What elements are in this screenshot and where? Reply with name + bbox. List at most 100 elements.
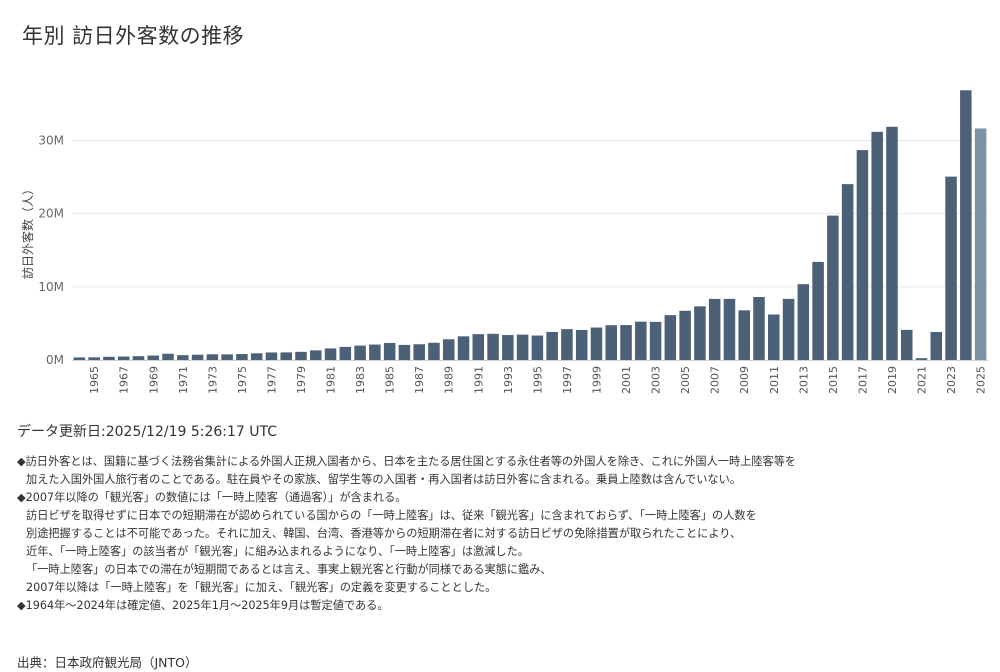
bar-2017 — [856, 150, 869, 360]
bar-1989 — [442, 339, 455, 360]
bar-1966 — [103, 356, 115, 360]
bar-2002 — [635, 321, 647, 360]
bar-1984 — [369, 344, 381, 360]
bar-1993 — [502, 335, 514, 360]
bar-1995 — [531, 335, 544, 360]
bar-2016 — [841, 184, 854, 360]
x-tick-label: 2015 — [827, 366, 840, 394]
bar-1982 — [339, 346, 352, 360]
bar-1967 — [117, 356, 130, 360]
bar-1975 — [236, 354, 248, 360]
note-line: ◆訪日外客とは、国籍に基づく法務省集計による外国人正規入国者から、日本を主たる居… — [17, 455, 797, 468]
x-tick-label: 1991 — [472, 366, 485, 394]
x-tick-label: 1989 — [443, 366, 456, 394]
bars — [73, 90, 987, 360]
bar-chart: 0M 10M 20M 30M 訪日外客数（人） 1965 1967 1969 1971 197… — [20, 90, 988, 394]
bar-2001 — [620, 325, 632, 360]
bar-1985 — [383, 342, 396, 360]
bar-2006 — [694, 306, 706, 360]
note-line: ◆1964年〜2024年は確定値、2025年1月〜2025年9月は暫定値である。 — [17, 599, 389, 612]
x-tick-label: 2019 — [886, 366, 899, 394]
x-tick-label: 2003 — [650, 366, 663, 394]
data-updated-timestamp: データ更新日:2025/12/19 5:26:17 UTC — [17, 424, 278, 440]
bar-1980 — [310, 350, 322, 360]
note-line: 近年、「一時上陸客」の該当者が「観光客」に組み込まれるようになり、「一時上陸客」… — [26, 545, 529, 558]
y-axis-label: 訪日外客数（人） — [20, 183, 35, 279]
x-tick-label: 1967 — [118, 366, 131, 394]
x-tick-label: 1999 — [590, 366, 603, 394]
x-tick-label: 2009 — [738, 366, 751, 394]
y-tick-label: 0M — [46, 353, 64, 367]
bar-2003 — [649, 321, 662, 360]
note-line: 2007年以降は「一時上陸客」を「観光客」に加え、「観光客」の定義を変更すること… — [26, 581, 497, 594]
note-line: 訪日ビザを取得せずに日本での短期滞在が認められている国からの「一時上陸客」は、従… — [26, 509, 757, 522]
x-tick-label: 2001 — [620, 366, 633, 394]
bar-1965 — [88, 357, 100, 360]
bar-1968 — [132, 356, 145, 360]
bar-2010 — [753, 297, 765, 360]
x-tick-label: 2005 — [679, 366, 692, 394]
page-title: 年別 訪日外客数の推移 — [22, 24, 245, 48]
bar-1973 — [206, 354, 219, 360]
bar-2008 — [723, 298, 736, 360]
bar-2021 — [915, 358, 928, 360]
bar-1986 — [398, 344, 411, 360]
y-axis-ticks: 0M 10M 20M 30M — [38, 134, 64, 367]
bar-2009 — [738, 310, 750, 360]
bar-2007 — [708, 298, 721, 360]
y-tick-label: 20M — [38, 207, 64, 221]
bar-1998 — [575, 329, 588, 360]
bar-1983 — [354, 345, 366, 360]
x-tick-label: 1997 — [561, 366, 574, 394]
x-tick-label: 2013 — [797, 366, 810, 394]
bar-2014 — [812, 261, 824, 360]
source-credit: 出典：日本政府観光局（JNTO） — [17, 655, 198, 670]
x-tick-label: 1983 — [354, 366, 367, 394]
bar-2000 — [605, 325, 618, 360]
notes: ◆訪日外客とは、国籍に基づく法務省集計による外国人正規入国者から、日本を主たる居… — [17, 453, 977, 615]
x-tick-label: 1987 — [413, 366, 426, 394]
bar-2025 — [974, 128, 987, 360]
x-tick-label: 1973 — [206, 366, 219, 394]
bar-1981 — [324, 348, 337, 360]
bar-1996 — [546, 331, 558, 360]
bar-2019 — [886, 126, 898, 360]
y-tick-label: 30M — [38, 134, 64, 148]
bar-1990 — [457, 336, 470, 360]
bar-1987 — [413, 344, 425, 360]
bar-1974 — [221, 354, 233, 360]
bar-1988 — [428, 342, 440, 360]
bar-2011 — [768, 314, 780, 360]
x-tick-label: 2021 — [916, 366, 929, 394]
bar-1969 — [147, 355, 160, 360]
bar-1992 — [487, 333, 499, 360]
bar-2015 — [827, 215, 839, 360]
x-tick-label: 1977 — [265, 366, 278, 394]
x-tick-label: 2011 — [768, 366, 781, 394]
x-tick-label: 1993 — [502, 366, 515, 394]
x-tick-label: 1985 — [384, 366, 397, 394]
bar-2018 — [871, 131, 883, 360]
x-tick-label: 1965 — [88, 366, 101, 394]
bar-1970 — [162, 353, 174, 360]
x-tick-label: 2017 — [856, 366, 869, 394]
bar-1976 — [250, 353, 263, 360]
bar-2004 — [664, 315, 677, 360]
bar-2023 — [945, 176, 957, 360]
bar-1994 — [516, 334, 529, 360]
x-tick-label: 1969 — [147, 366, 160, 394]
x-tick-label: 2007 — [709, 366, 722, 394]
bar-2012 — [782, 298, 795, 360]
bar-1971 — [177, 355, 189, 360]
bar-2020 — [900, 329, 913, 360]
y-tick-label: 10M — [38, 280, 64, 294]
x-tick-label: 1971 — [177, 366, 190, 394]
bar-1964 — [73, 357, 86, 360]
note-line: 加えた入国外国人旅行者のことである。駐在員やその家族、留学生等の入国者・再入国者… — [26, 473, 741, 486]
x-axis-ticks: 1965 1967 1969 1971 1973 1975 1977 1979 1981 1983… — [88, 366, 987, 394]
bar-2022 — [930, 331, 943, 360]
bar-2013 — [797, 284, 810, 360]
x-tick-label: 2025 — [975, 366, 988, 394]
note-line: 「一時上陸客」の日本での滞在が短期間であるとは言え、事実上観光客と行動が同様であ… — [26, 563, 552, 576]
note-line: 別途把握することは不可能であった。それに加え、韓国、台湾、香港等からの短期滞在者… — [26, 527, 742, 540]
